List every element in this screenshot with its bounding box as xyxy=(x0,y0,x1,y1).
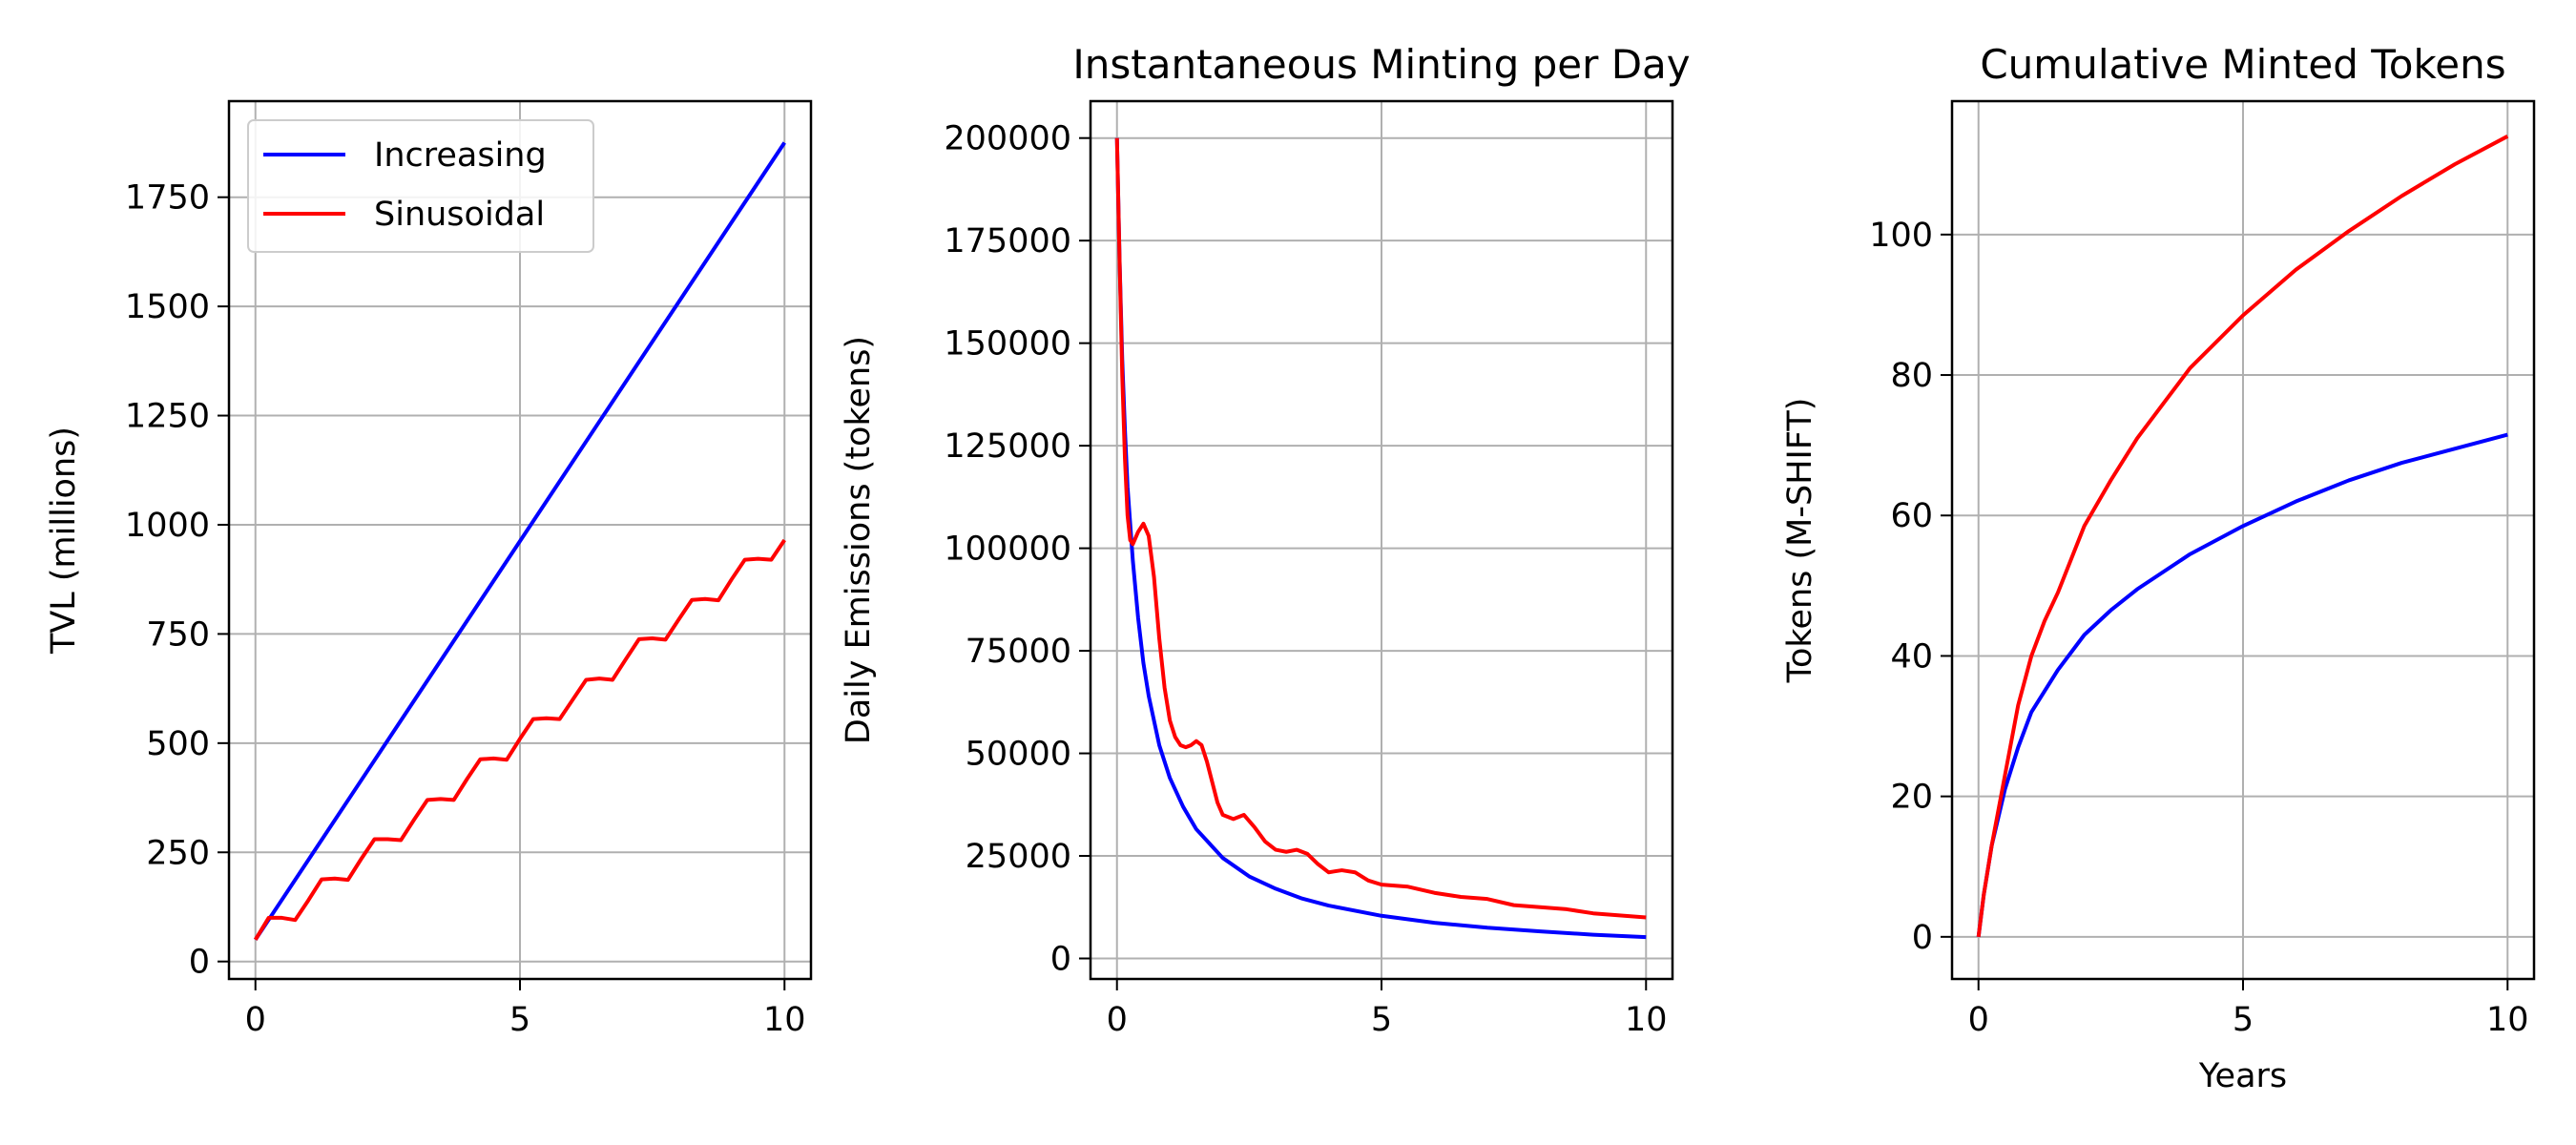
y-tick-label: 750 xyxy=(146,615,210,654)
y-tick-label: 40 xyxy=(1890,637,1933,676)
x-tick-label: 10 xyxy=(763,1001,806,1039)
y-tick-label: 100000 xyxy=(944,531,1071,569)
y-tick-label: 0 xyxy=(1912,919,1933,957)
series-line-sinusoidal xyxy=(1114,137,1647,920)
x-tick-label: 0 xyxy=(245,1001,266,1039)
x-tick-label: 5 xyxy=(509,1001,530,1039)
series-line-sinusoidal xyxy=(1976,135,2509,938)
x-tick-label: 0 xyxy=(1968,1001,1989,1039)
y-tick-label: 1250 xyxy=(125,398,210,436)
y-tick-label: 0 xyxy=(1050,941,1071,979)
y-tick-label: 175000 xyxy=(944,222,1071,260)
chart-title: Cumulative Minted Tokens xyxy=(1980,41,2505,88)
y-tick-label: 80 xyxy=(1890,357,1933,395)
legend-label-sinusoidal: Sinusoidal xyxy=(374,196,545,234)
series-line-sinusoidal xyxy=(254,538,786,941)
legend: Increasing Sinusoidal xyxy=(247,119,594,253)
y-tick-label: 200000 xyxy=(944,120,1071,158)
y-tick-label: 500 xyxy=(146,725,210,763)
legend-label-increasing: Increasing xyxy=(374,136,547,175)
x-tick-label: 10 xyxy=(2486,1001,2529,1039)
y-tick-label: 75000 xyxy=(966,633,1071,671)
y-tick-label: 0 xyxy=(189,944,210,982)
y-tick-label: 250 xyxy=(146,834,210,872)
y-tick-label: 60 xyxy=(1890,497,1933,535)
x-axis-label: Years xyxy=(2198,1057,2287,1095)
y-tick-label: 25000 xyxy=(966,838,1071,876)
y-tick-label: 1000 xyxy=(125,507,210,545)
series-line-increasing xyxy=(254,141,786,941)
x-tick-label: 5 xyxy=(1371,1001,1392,1039)
x-tick-label: 0 xyxy=(1107,1001,1128,1039)
y-axis-label: Tokens (M-SHIFT) xyxy=(1781,398,1819,684)
x-tick-label: 10 xyxy=(1625,1001,1668,1039)
chart-title: Instantaneous Minting per Day xyxy=(1072,41,1690,88)
chart-panel-1: 0 5 10 0 250 500 750 1000 1250 1500 1750 TVL (milli… xyxy=(45,99,813,1039)
y-tick-label: 150000 xyxy=(944,325,1071,364)
y-tick-label: 20 xyxy=(1890,779,1933,817)
y-tick-label: 50000 xyxy=(966,736,1071,774)
y-tick-label: 100 xyxy=(1869,217,1933,255)
y-axis-label: TVL (millions) xyxy=(45,427,83,655)
y-tick-label: 1500 xyxy=(125,288,210,326)
y-axis-label: Daily Emissions (tokens) xyxy=(840,336,878,744)
y-tick-label: 1750 xyxy=(125,179,210,218)
chart-panel-2: 0 5 10 0 25000 50000 75000 100000 125000 150000 17… xyxy=(840,41,1691,1039)
x-tick-label: 5 xyxy=(2233,1001,2254,1039)
y-tick-label: 125000 xyxy=(944,427,1071,466)
